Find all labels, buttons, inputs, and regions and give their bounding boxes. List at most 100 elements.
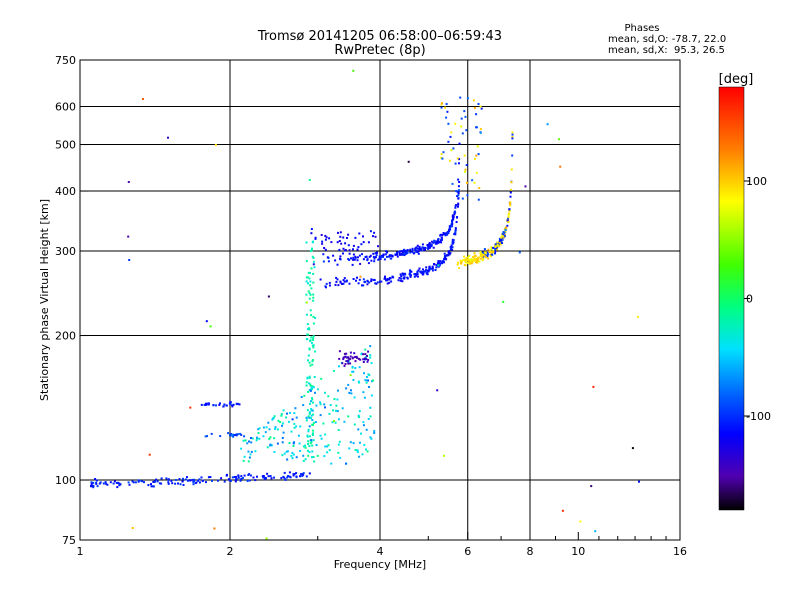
echo-point [481, 251, 484, 254]
echo-point [186, 476, 188, 479]
echo-point [458, 158, 461, 161]
echo-point [310, 388, 313, 390]
echo-point [218, 403, 221, 406]
echo-point [286, 476, 289, 479]
echo-point [308, 328, 311, 331]
echo-point [339, 231, 342, 234]
echo-point [452, 239, 455, 242]
echo-point [262, 475, 265, 477]
colorbar-label: [deg] [719, 72, 754, 87]
echo-point [247, 460, 250, 463]
echo-point [360, 432, 362, 435]
echo-point [386, 251, 389, 254]
echo-point [349, 355, 352, 358]
echo-point [329, 404, 332, 406]
echo-point [425, 271, 428, 274]
echo-point [311, 360, 314, 363]
echo-point [258, 437, 261, 440]
echo-point [113, 480, 116, 483]
echo-point [403, 254, 406, 257]
echo-point [464, 168, 467, 171]
echo-point [390, 280, 393, 283]
echo-point [286, 412, 288, 415]
echo-point [311, 434, 314, 436]
echo-point [237, 476, 240, 479]
echo-point [510, 180, 513, 183]
echo-point [341, 407, 344, 410]
echo-point [467, 258, 470, 261]
echo-point [357, 282, 360, 285]
echo-point [369, 356, 372, 359]
echo-point [483, 254, 486, 257]
echo-point [444, 232, 447, 235]
echo-point [452, 217, 455, 220]
echo-point [293, 422, 296, 425]
echo-point [374, 282, 377, 285]
echo-point [298, 442, 301, 445]
echo-point [118, 482, 121, 485]
echo-point [312, 257, 315, 259]
echo-point [477, 198, 480, 201]
echo-point [256, 436, 258, 439]
echo-point [99, 481, 102, 484]
echo-point [454, 122, 457, 125]
echo-point [257, 428, 260, 431]
echo-point [305, 301, 308, 304]
echo-point [347, 361, 350, 364]
echo-point [309, 284, 312, 287]
echo-point [309, 442, 312, 445]
echo-point [305, 313, 308, 316]
echo-point [96, 485, 99, 488]
echo-point [310, 386, 313, 389]
echo-point [458, 267, 460, 270]
echo-point [391, 255, 394, 258]
echo-point [496, 244, 499, 247]
echo-point [401, 272, 404, 275]
echo-point [411, 250, 414, 253]
echo-point [452, 242, 455, 245]
echo-point [112, 482, 115, 485]
echo-point [314, 391, 316, 394]
echo-point [243, 455, 246, 458]
echo-point [310, 314, 312, 317]
echo-point [417, 247, 419, 250]
echo-point [492, 251, 495, 253]
echo-point [286, 458, 289, 461]
echo-point [434, 269, 437, 271]
echo-point [276, 442, 279, 445]
echo-point [353, 396, 356, 399]
echo-point [471, 179, 474, 182]
echo-point [205, 320, 208, 323]
echo-point [494, 250, 497, 253]
echo-point [312, 299, 315, 302]
echo-point [300, 473, 302, 476]
echo-point [462, 259, 465, 261]
echo-point [309, 339, 312, 342]
echo-point [356, 451, 359, 453]
echo-point [357, 414, 360, 417]
echo-point [312, 335, 315, 338]
echo-point [358, 410, 361, 413]
echo-point [466, 261, 469, 264]
echo-point [374, 235, 377, 238]
echo-point [361, 253, 363, 256]
echo-point [492, 247, 495, 249]
echo-point [307, 290, 310, 293]
echo-point [309, 402, 311, 405]
echo-point [350, 392, 353, 395]
echo-point [231, 404, 233, 407]
echo-point [450, 149, 453, 152]
echo-point [437, 260, 440, 263]
y-axis-label: Stationary phase Virtual Height [km] [38, 199, 51, 401]
echo-point [366, 450, 369, 453]
echo-point [240, 447, 243, 450]
echo-point [102, 482, 105, 485]
echo-point [441, 157, 444, 160]
echo-point [192, 483, 195, 486]
echo-point [496, 241, 499, 244]
echo-point [343, 280, 346, 283]
echo-point [312, 346, 315, 349]
echo-point [223, 403, 226, 406]
echo-point [242, 459, 245, 462]
echo-point [463, 110, 466, 113]
